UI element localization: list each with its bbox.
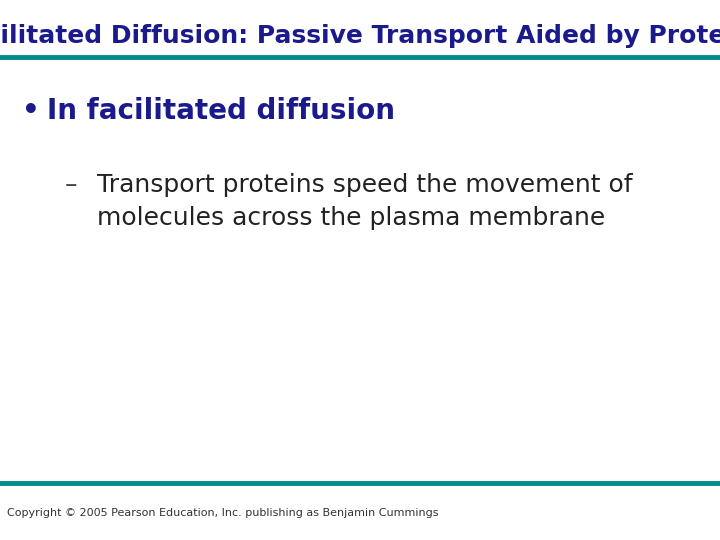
Text: –: – (65, 173, 77, 197)
Text: •: • (22, 97, 40, 125)
Text: Transport proteins speed the movement of
molecules across the plasma membrane: Transport proteins speed the movement of… (97, 173, 633, 230)
Text: In facilitated diffusion: In facilitated diffusion (47, 97, 395, 125)
Text: Copyright © 2005 Pearson Education, Inc. publishing as Benjamin Cummings: Copyright © 2005 Pearson Education, Inc.… (7, 508, 438, 518)
Text: Facilitated Diffusion: Passive Transport Aided by Proteins: Facilitated Diffusion: Passive Transport… (0, 24, 720, 48)
